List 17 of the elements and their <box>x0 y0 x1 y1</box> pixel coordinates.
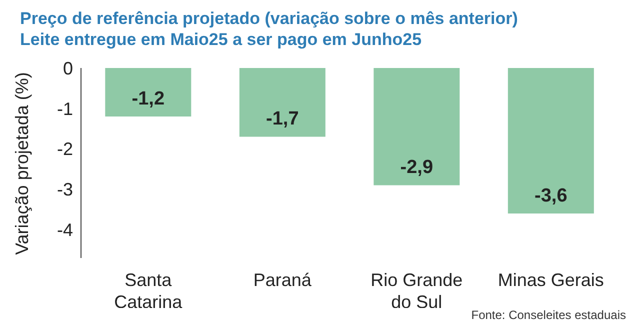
x-tick-label: Rio Grande do Sul <box>370 270 463 312</box>
x-tick-label: Minas Gerais <box>498 270 604 290</box>
y-tick-label: -4 <box>56 220 73 240</box>
data-label: -1,2 <box>132 88 165 110</box>
y-tick-label: -2 <box>56 139 73 160</box>
y-tick-label: -1 <box>56 98 73 119</box>
chart-title: Preço de referência projetado (variação sobre o mês anterior) <box>20 8 518 29</box>
data-label: -1,7 <box>266 108 299 130</box>
y-tick-label: 0 <box>62 58 73 78</box>
chart-subtitle: Leite entregue em Maio25 a ser pago em Junho25 <box>20 29 423 50</box>
y-tick-label: -3 <box>56 180 73 200</box>
x-tick-label: Paraná <box>253 270 312 290</box>
data-label: -3,6 <box>534 186 568 207</box>
y-axis-title: Variação projetada (%) <box>12 72 33 254</box>
x-tick-label: Santa Catarina <box>114 270 184 312</box>
source-note: Fonte: Conseleites estaduais <box>471 308 626 322</box>
data-label: -2,9 <box>400 157 434 178</box>
